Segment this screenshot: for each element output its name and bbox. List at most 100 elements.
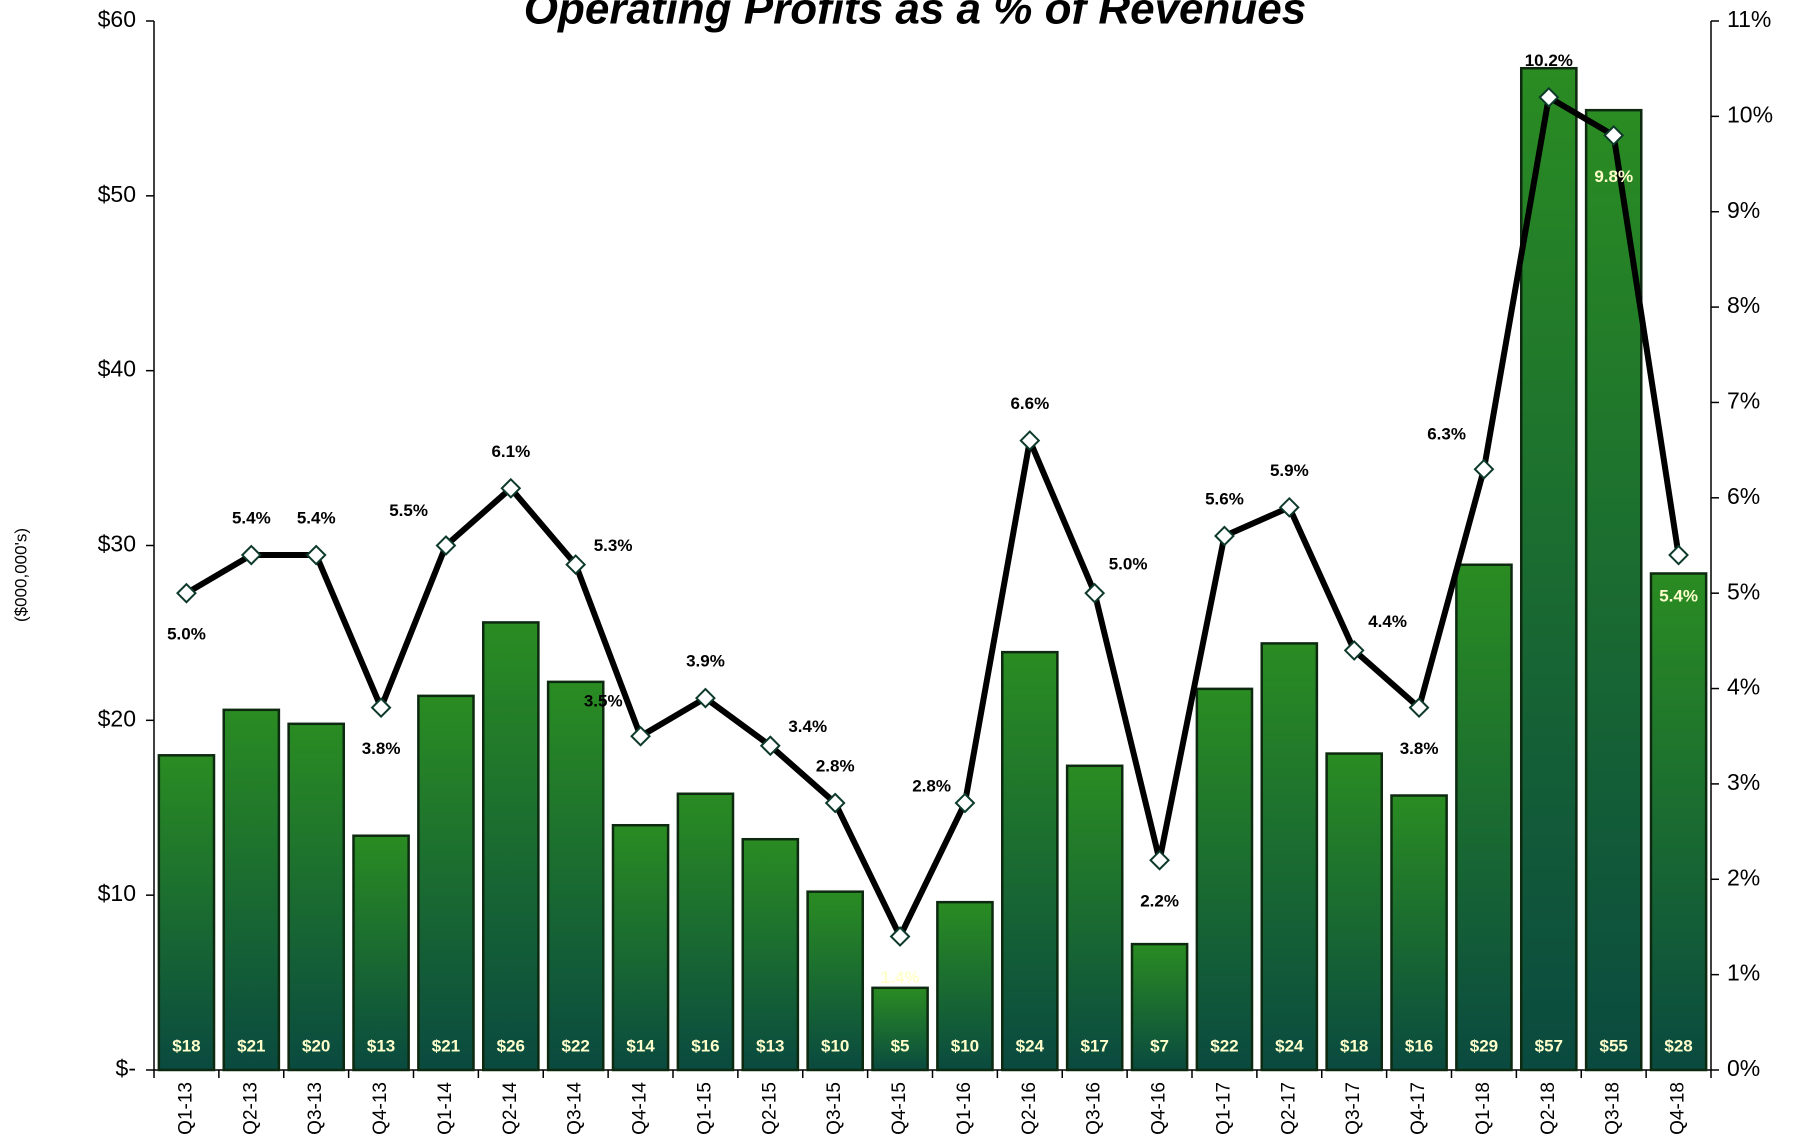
bar-label: $13 [756, 1036, 784, 1055]
line-marker [240, 544, 262, 566]
bar-label: $26 [497, 1036, 525, 1055]
bar-label: $21 [432, 1036, 460, 1055]
x-tick-label: Q2-14 [500, 1082, 521, 1135]
x-tick-label: Q1-13 [175, 1082, 196, 1135]
line-label: 3.8% [362, 739, 401, 758]
line-marker [305, 544, 327, 566]
y-tick-label: $60 [98, 6, 136, 32]
bar-label: $16 [691, 1036, 719, 1055]
line-marker [435, 535, 457, 556]
y-axis-label: ($000,000's) [11, 528, 30, 622]
y2-tick-label: 7% [1727, 388, 1760, 414]
line-label: 5.3% [594, 536, 633, 555]
bar-label: $14 [626, 1036, 655, 1055]
bar [611, 823, 670, 1072]
bar [1519, 66, 1578, 1072]
line [184, 94, 1682, 940]
x-tick-label: Q4-14 [630, 1082, 651, 1135]
bar-label: $22 [1210, 1036, 1238, 1055]
x-tick-label: Q2-16 [1019, 1082, 1040, 1135]
x-tick-label: Q2-18 [1538, 1082, 1559, 1135]
bar [157, 754, 216, 1072]
line-marker [1343, 639, 1365, 661]
bar-label: $18 [172, 1036, 200, 1055]
line-marker [1538, 86, 1560, 108]
bar [1065, 764, 1124, 1072]
bar [546, 680, 605, 1072]
line-label: 9.8% [1594, 167, 1633, 186]
bar [676, 792, 735, 1072]
x-tick-label: Q3-15 [824, 1082, 845, 1135]
y-tick-label: $- [116, 1055, 136, 1081]
line-label: 5.4% [1659, 587, 1698, 606]
y2-tick-label: 11% [1727, 6, 1771, 32]
line-label: 2.8% [816, 756, 855, 775]
line-label: 5.6% [1205, 489, 1244, 508]
line-marker [500, 477, 522, 499]
x-tick-label: Q1-17 [1213, 1082, 1234, 1135]
y2-tick-label: 4% [1727, 674, 1760, 700]
bar-label: $16 [1405, 1036, 1433, 1055]
x-tick-label: Q3-13 [305, 1082, 326, 1135]
bar [1455, 563, 1513, 1072]
bar [871, 986, 929, 1072]
line-marker [1473, 458, 1495, 480]
line-label: 6.6% [1010, 394, 1049, 413]
bar-label: $55 [1600, 1036, 1628, 1055]
x-tick-label: Q4-13 [370, 1082, 391, 1135]
bar-label: $17 [1081, 1036, 1109, 1055]
y2-tick-label: 5% [1727, 578, 1760, 604]
y2-tick-label: 6% [1727, 483, 1760, 509]
y2-tick-label: 1% [1727, 960, 1760, 986]
line-label: 3.4% [788, 717, 827, 736]
bar [806, 890, 865, 1072]
bar [1649, 572, 1708, 1072]
x-tick-label: Q2-15 [759, 1082, 780, 1135]
bar [352, 834, 410, 1072]
y2-tick-label: 0% [1727, 1055, 1760, 1081]
line-label: 10.2% [1525, 51, 1573, 70]
line-marker [176, 582, 197, 604]
bar [1130, 942, 1189, 1072]
y2-tick-label: 9% [1727, 197, 1760, 223]
line-label: 5.4% [232, 509, 271, 528]
bar-label: $18 [1340, 1036, 1368, 1055]
line-marker [1278, 496, 1300, 518]
line-marker [1668, 544, 1689, 566]
line-label: 6.1% [491, 442, 530, 461]
bar-label: $10 [951, 1036, 979, 1055]
bar-label: $24 [1275, 1036, 1304, 1055]
line-marker [630, 725, 651, 747]
line-marker [1084, 582, 1106, 604]
line-label: 6.3% [1427, 425, 1466, 444]
line-marker [889, 926, 911, 947]
bar [1195, 687, 1254, 1072]
x-tick-label: Q3-16 [1084, 1082, 1105, 1135]
line-label: 3.5% [584, 692, 623, 711]
bar [1390, 794, 1448, 1072]
bar [741, 837, 800, 1072]
bar [1000, 650, 1059, 1072]
chart-title: Operating Profits as a % of Revenues [524, 0, 1306, 34]
x-tick-label: Q2-13 [240, 1082, 261, 1135]
bar [287, 722, 346, 1072]
line-label: 5.5% [389, 501, 428, 520]
line-marker [1214, 525, 1235, 547]
bar-label: $13 [367, 1036, 395, 1055]
line-label: 2.8% [912, 776, 951, 795]
line-marker [1149, 849, 1170, 871]
x-tick-label: Q3-18 [1603, 1082, 1624, 1135]
line-marker [954, 792, 976, 814]
x-tick-label: Q1-14 [435, 1082, 456, 1135]
line-label: 5.4% [297, 509, 336, 528]
line-label: 5.9% [1270, 461, 1309, 480]
bar [936, 900, 994, 1072]
x-tick-label: Q2-17 [1278, 1082, 1299, 1135]
line-marker [695, 687, 716, 709]
x-tick-label: Q3-17 [1343, 1082, 1364, 1135]
line-marker [565, 554, 587, 575]
y-tick-label: $10 [98, 880, 136, 906]
bar-label: $5 [891, 1036, 910, 1055]
x-tick-label: Q3-14 [565, 1082, 586, 1135]
bar [222, 708, 281, 1072]
